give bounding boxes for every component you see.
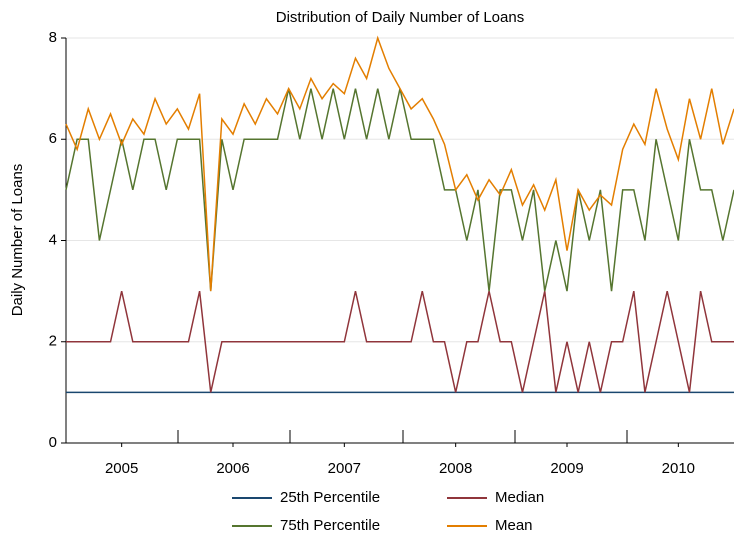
x-tick-label: 2008: [439, 460, 472, 477]
y-tick-label: 2: [49, 333, 57, 350]
series-line: [65, 88, 734, 292]
series-line: [66, 290, 734, 393]
chart-title: Distribution of Daily Number of Loans: [276, 9, 524, 26]
y-axis-label: Daily Number of Loans: [9, 164, 26, 317]
y-tick-label: 8: [49, 29, 57, 46]
x-tick-label: 2005: [105, 460, 138, 477]
y-tick-label: 6: [49, 130, 57, 147]
y-tick-label: 4: [49, 231, 57, 248]
x-tick-label: 2009: [550, 460, 583, 477]
y-tick-label: 0: [49, 434, 57, 451]
grid: [66, 37, 734, 444]
x-tick-label: 2006: [216, 460, 249, 477]
x-tick-label: 2010: [662, 460, 695, 477]
legend-label: Median: [495, 489, 544, 506]
series-line: [65, 35, 734, 292]
legend-label: 75th Percentile: [280, 517, 380, 534]
x-tick-label: 2007: [328, 460, 361, 477]
legend-label: 25th Percentile: [280, 489, 380, 506]
legend-label: Mean: [495, 517, 533, 534]
